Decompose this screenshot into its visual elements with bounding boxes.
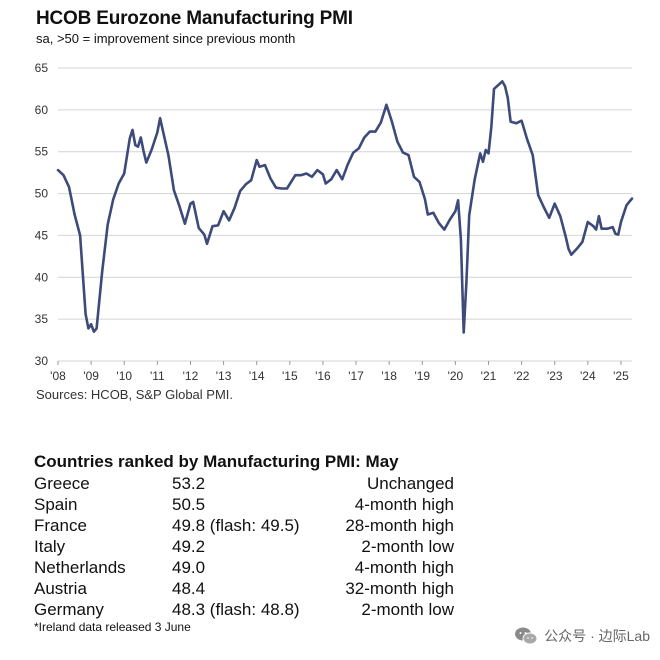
y-tick-label: 50 xyxy=(35,187,49,201)
ranking-value: 49.8 (flash: 49.5) xyxy=(172,516,300,535)
ranking-description: 2-month low xyxy=(361,600,454,619)
ranking-row: Greece 53.2 Unchanged xyxy=(34,474,454,495)
ranking-country: Netherlands xyxy=(34,558,126,577)
x-tick-label: '24 xyxy=(580,369,596,383)
x-tick-label: '25 xyxy=(613,369,629,383)
y-axis-tick-labels: 30 35 40 45 50 55 60 65 xyxy=(35,61,49,368)
ranking-description: 2-month low xyxy=(361,537,454,556)
ranking-row: Netherlands 49.0 4-month high xyxy=(34,558,454,579)
ranking-table: Countries ranked by Manufacturing PMI: M… xyxy=(34,452,454,621)
series-line xyxy=(56,80,634,334)
y-tick-label: 60 xyxy=(35,103,49,117)
x-tick-label: '11 xyxy=(150,369,165,383)
ranking-description: 32-month high xyxy=(345,579,454,598)
source-note: Sources: HCOB, S&P Global PMI. xyxy=(36,387,233,402)
y-tick-label: 65 xyxy=(35,61,49,75)
series-lines xyxy=(56,80,634,334)
x-tick-label: '13 xyxy=(216,369,232,383)
ranking-country: Austria xyxy=(34,579,87,598)
ranking-country: France xyxy=(34,516,87,535)
ranking-row: Italy 49.2 2-month low xyxy=(34,537,454,558)
gridlines xyxy=(58,67,632,362)
y-tick-label: 35 xyxy=(35,312,49,326)
y-tick-label: 45 xyxy=(35,228,49,242)
x-tick-label: '17 xyxy=(348,369,364,383)
x-tick-label: '15 xyxy=(282,369,298,383)
chart-title: HCOB Eurozone Manufacturing PMI xyxy=(36,8,353,29)
ranking-description: Unchanged xyxy=(367,474,454,493)
ranking-value: 49.0 xyxy=(172,558,206,577)
ranking-value: 53.2 xyxy=(172,474,206,493)
ranking-value: 48.4 xyxy=(172,579,206,598)
ranking-value: 50.5 xyxy=(172,495,206,514)
ranking-rows: Greece 53.2 Unchanged Spain 50.5 4-month high… xyxy=(34,474,454,621)
ranking-title: Countries ranked by Manufacturing PMI: M… xyxy=(34,452,399,471)
ranking-country: Germany xyxy=(34,600,104,619)
ranking-row: Germany 48.3 (flash: 48.8) 2-month low xyxy=(34,600,454,621)
ranking-row: Spain 50.5 4-month high xyxy=(34,495,454,516)
x-tick-label: '16 xyxy=(315,369,331,383)
x-tick-label: '23 xyxy=(547,369,563,383)
ranking-description: 4-month high xyxy=(354,495,454,514)
ranking-country: Italy xyxy=(34,537,66,556)
x-tick-label: '21 xyxy=(481,369,497,383)
ranking-row: Austria 48.4 32-month high xyxy=(34,579,454,600)
y-tick-label: 30 xyxy=(35,354,49,368)
y-tick-label: 55 xyxy=(35,145,49,159)
ranking-value: 49.2 xyxy=(172,537,206,556)
ranking-country: Greece xyxy=(34,474,90,493)
x-tick-label: '19 xyxy=(414,369,430,383)
chart-subtitle: sa, >50 = improvement since previous mon… xyxy=(36,31,296,46)
ranking-country: Spain xyxy=(34,495,78,514)
ranking-row: France 49.8 (flash: 49.5) 28-month high xyxy=(34,516,454,537)
x-tick-label: '09 xyxy=(83,369,99,383)
pmi-line-chart: 30 35 40 45 50 55 60 65 '08 '09 '10 '11 '12 '13 '14 '1… xyxy=(35,61,634,383)
ranking-description: 4-month high xyxy=(354,558,454,577)
x-axis-tick-labels: '08 '09 '10 '11 '12 '13 '14 '15 '16 '17 '18 '19 '20 '… xyxy=(50,361,629,383)
watermark-text: 公众号 · 边际Lab xyxy=(544,628,650,644)
ranking-description: 28-month high xyxy=(345,516,454,535)
x-tick-label: '14 xyxy=(249,369,265,383)
x-tick-label: '18 xyxy=(381,369,397,383)
footnote: *Ireland data released 3 June xyxy=(34,620,191,634)
x-tick-label: '22 xyxy=(514,369,530,383)
x-tick-label: '08 xyxy=(50,369,66,383)
ranking-value: 48.3 (flash: 48.8) xyxy=(172,600,300,619)
wechat-icon xyxy=(515,627,538,645)
y-tick-label: 40 xyxy=(35,270,49,284)
x-tick-label: '10 xyxy=(116,369,132,383)
x-tick-label: '20 xyxy=(448,369,464,383)
watermark: 公众号 · 边际Lab xyxy=(514,626,650,646)
x-tick-label: '12 xyxy=(183,369,199,383)
